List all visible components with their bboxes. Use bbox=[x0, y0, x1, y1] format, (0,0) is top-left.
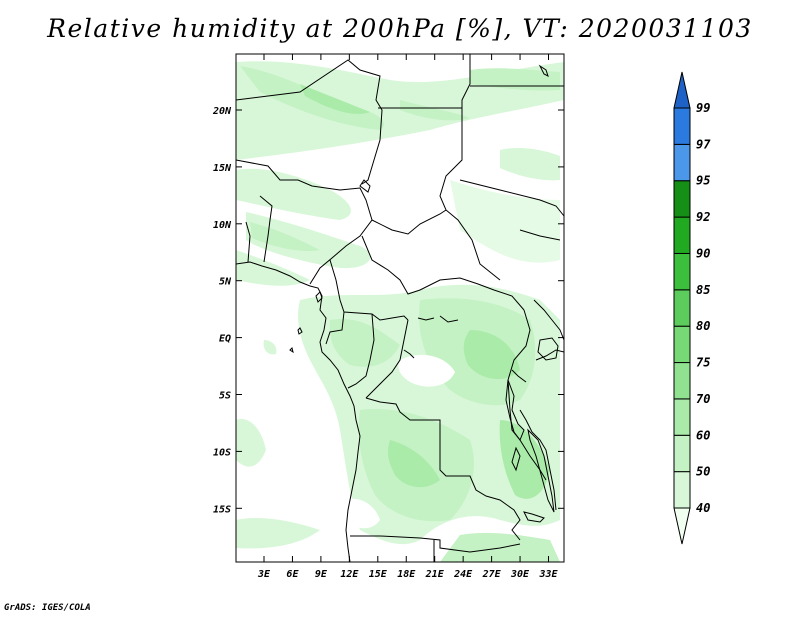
lat-tick-label: 5N bbox=[219, 277, 232, 288]
colorbar-level-label: 80 bbox=[696, 319, 710, 333]
lon-tick-label: 15E bbox=[369, 569, 388, 580]
colorbar-level-label: 50 bbox=[696, 465, 710, 479]
colorbar-level-label: 85 bbox=[696, 283, 710, 297]
longitude-axis: 3E 6E 9E 12E 15E 18E 21E 24E 27E 30E 33E bbox=[257, 54, 559, 580]
lon-tick-label: 27E bbox=[482, 569, 502, 580]
lon-tick-label: 24E bbox=[453, 569, 473, 580]
lon-tick-label: 21E bbox=[425, 569, 445, 580]
colorbar-level-label: 75 bbox=[696, 356, 710, 370]
colorbar-segment bbox=[673, 362, 691, 400]
colorbar-segment bbox=[673, 180, 691, 218]
lat-tick-label: 15N bbox=[213, 163, 232, 174]
lat-tick-label: 10S bbox=[213, 447, 231, 458]
lat-tick-label: 20N bbox=[212, 106, 232, 117]
colorbar-lower-arrow bbox=[673, 507, 691, 545]
colorbar-segment bbox=[673, 471, 691, 509]
colorbar-segment bbox=[673, 289, 691, 327]
grads-credit: GrADS: IGES/COLA bbox=[4, 603, 91, 613]
colorbar-level-label: 60 bbox=[696, 428, 710, 442]
colorbar-level-label: 40 bbox=[696, 501, 710, 515]
lat-tick-label: EQ bbox=[219, 334, 231, 345]
lon-tick-label: 3E bbox=[257, 569, 271, 580]
lon-tick-label: 6E bbox=[286, 569, 299, 580]
colorbar-segment bbox=[673, 325, 691, 364]
lon-tick-label: 12E bbox=[340, 569, 359, 580]
humidity-fill-layer bbox=[236, 61, 564, 562]
lon-tick-label: 9E bbox=[315, 569, 328, 580]
colorbar-level-label: 90 bbox=[696, 246, 710, 260]
colorbar-segment bbox=[673, 107, 691, 145]
coastline-layer bbox=[236, 54, 564, 562]
colorbar-level-label: 95 bbox=[696, 174, 710, 188]
colorbar-segment bbox=[673, 143, 691, 182]
colorbar-segment bbox=[673, 434, 691, 473]
lat-tick-label: 10N bbox=[213, 220, 232, 231]
colorbar-segment bbox=[673, 398, 691, 436]
colorbar-upper-arrow bbox=[673, 71, 691, 109]
colorbar-level-label: 99 bbox=[696, 101, 710, 115]
colorbar-segment bbox=[673, 216, 691, 254]
lon-tick-label: 33E bbox=[538, 569, 558, 580]
colorbar: 40 50 60 70 75 80 85 90 92 95 97 99 bbox=[673, 71, 711, 545]
map-frame bbox=[235, 53, 565, 563]
colorbar-level-label: 97 bbox=[696, 137, 711, 151]
lat-tick-label: 15S bbox=[213, 504, 231, 515]
lon-tick-label: 18E bbox=[397, 569, 416, 580]
lat-tick-label: 5S bbox=[219, 391, 231, 402]
latitude-axis: 20N 15N 10N 5N EQ 5S 10S 15S bbox=[212, 106, 564, 515]
colorbar-level-label: 70 bbox=[696, 392, 710, 406]
map-title: Relative humidity at 200hPa [%], VT: 202… bbox=[47, 14, 753, 43]
colorbar-level-label: 92 bbox=[696, 210, 710, 224]
lon-tick-label: 30E bbox=[510, 569, 530, 580]
colorbar-segment bbox=[673, 252, 691, 291]
